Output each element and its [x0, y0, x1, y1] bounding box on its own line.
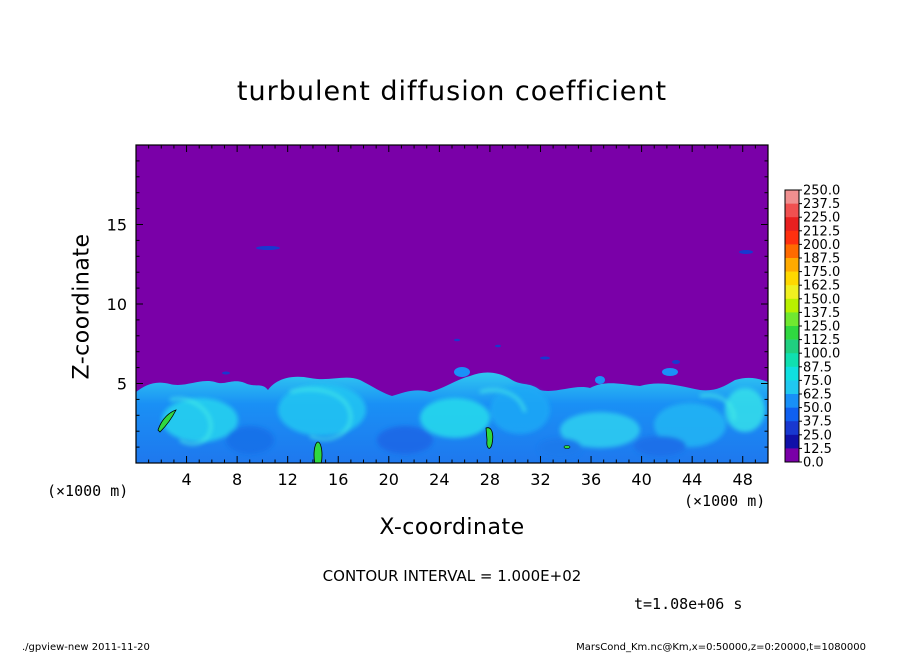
upper-patch [595, 376, 605, 384]
x-tick-label: 24 [429, 470, 449, 489]
colorbar-label: 37.5 [803, 415, 832, 430]
x-axis-label: X-coordinate [379, 515, 525, 540]
colorbar-label: 237.5 [803, 197, 840, 212]
y-axis: 5 10 15 [107, 160, 768, 448]
x-tick-label: 8 [232, 470, 242, 489]
x-tick-label: 4 [181, 470, 191, 489]
contour-blob [563, 445, 571, 449]
colorbar-swatch [785, 434, 799, 449]
colorbar-swatch [785, 217, 799, 232]
x-tick-label: 36 [581, 470, 601, 489]
colorbar-swatch [785, 298, 799, 313]
colorbar-label: 100.0 [803, 347, 840, 362]
upper-patch [454, 367, 470, 377]
colorbar-label: 62.5 [803, 388, 832, 403]
colorbar-label: 137.5 [803, 306, 840, 321]
colorbar-label: 187.5 [803, 252, 840, 267]
colorbar-label: 175.0 [803, 265, 840, 280]
colorbar-swatch [785, 271, 799, 286]
colorbar-swatch [785, 244, 799, 259]
x-unit-label-right: (×1000 m) [684, 492, 766, 510]
colorbar-label: 150.0 [803, 292, 840, 307]
colorbar-label: 50.0 [803, 401, 832, 416]
colorbar-swatch [785, 326, 799, 340]
x-tick-label: 28 [480, 470, 500, 489]
x-tick-label: 12 [278, 470, 298, 489]
x-tick-label: 48 [733, 470, 753, 489]
upper-patch [662, 368, 678, 376]
colorbar-swatch [785, 190, 799, 204]
colorbar-swatch [785, 339, 799, 354]
colorbar-label: 75.0 [803, 374, 832, 389]
colorbar-label: 112.5 [803, 333, 840, 348]
y-tick-label: 10 [107, 295, 127, 314]
colorbar-swatch [785, 312, 799, 327]
upper-patch [739, 250, 753, 254]
x-tick-label: 40 [631, 470, 651, 489]
colorbar-swatch [785, 366, 799, 381]
upper-patch [454, 338, 460, 342]
time-label: t=1.08e+06 s [634, 595, 743, 613]
y-tick-label: 5 [117, 375, 127, 394]
colorbar-label: 225.0 [803, 211, 840, 226]
colorbar-swatch [785, 448, 799, 463]
contour-blob [157, 409, 177, 433]
footer-right: MarsCond_Km.nc@Km,x=0:50000,z=0:20000,t=… [576, 642, 866, 653]
contour-interval-text: CONTOUR INTERVAL = 1.000E+02 [322, 567, 582, 585]
colorbar-swatch [785, 203, 799, 218]
footer-left: ./gpview-new 2011-11-20 [22, 642, 150, 653]
y-tick-label: 15 [107, 216, 127, 235]
upper-patch [672, 360, 680, 364]
colorbar-swatch [785, 230, 799, 245]
x-axis: 4 8 12 16 20 24 28 32 36 40 44 48 [148, 145, 756, 489]
colorbar-swatch [785, 421, 799, 436]
colorbar-label: 212.5 [803, 224, 840, 239]
colorbar-swatch [785, 407, 799, 422]
contour-blob [485, 427, 494, 449]
colorbar-label: 162.5 [803, 279, 840, 294]
colorbar-swatch [785, 285, 799, 300]
upper-patch [256, 246, 280, 250]
contour-blob [313, 441, 323, 463]
colorbar-label: 12.5 [803, 442, 832, 457]
x-tick-label: 16 [328, 470, 348, 489]
x-unit-label-left: (×1000 m) [47, 482, 129, 500]
colorbar-label: 200.0 [803, 238, 840, 253]
upper-patch [222, 371, 230, 375]
colorbar-swatch [785, 353, 799, 368]
upper-patch [495, 344, 501, 348]
colorbar-label: 87.5 [803, 360, 832, 375]
x-tick-label: 32 [530, 470, 550, 489]
upper-patch [540, 356, 550, 360]
colorbar-label: 0.0 [803, 456, 824, 471]
x-tick-label: 20 [379, 470, 399, 489]
colorbar-label: 250.0 [803, 184, 840, 199]
colorbar: 250.0237.5225.0212.5200.0187.5175.0162.5… [784, 184, 840, 471]
colorbar-swatch [785, 258, 799, 272]
colorbar-label: 125.0 [803, 320, 840, 335]
colorbar-swatch [785, 380, 799, 395]
colorbar-label: 25.0 [803, 428, 832, 443]
chart-title: turbulent diffusion coefficient [236, 76, 668, 107]
colorbar-swatch [785, 394, 799, 408]
x-tick-label: 44 [682, 470, 702, 489]
